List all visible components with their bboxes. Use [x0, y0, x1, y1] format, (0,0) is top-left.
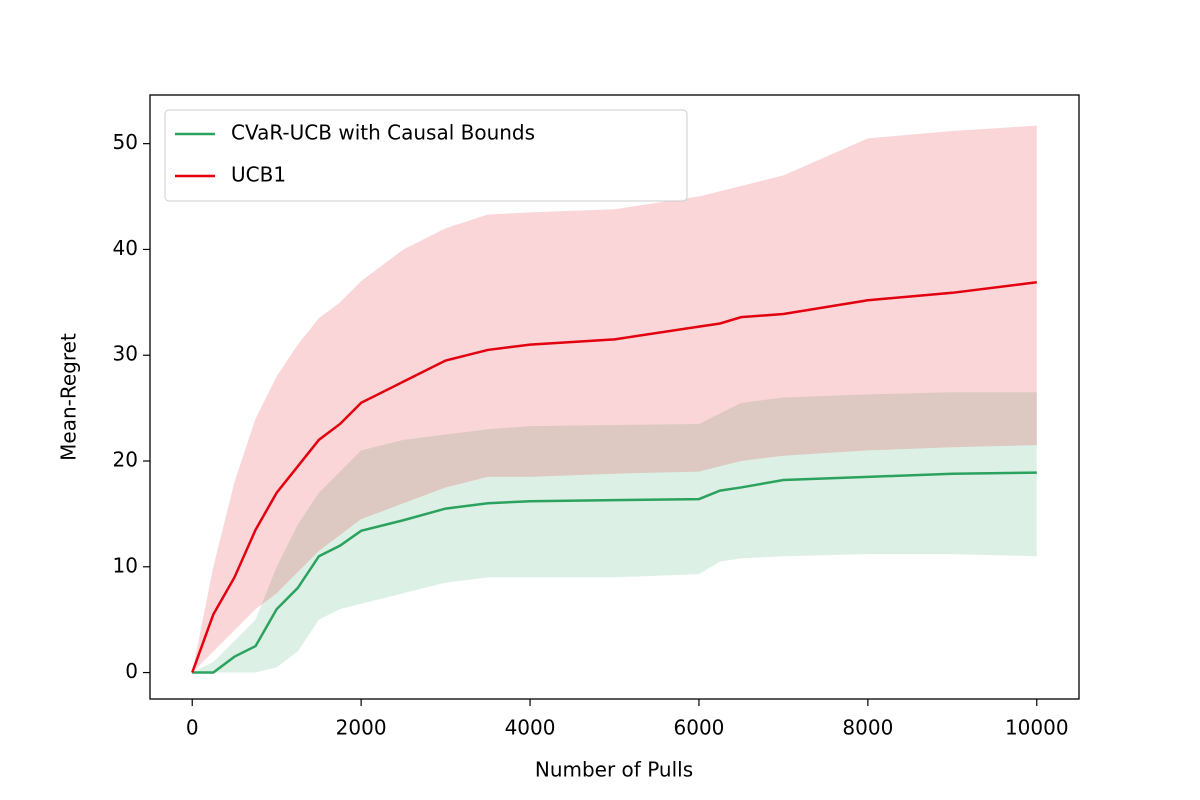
legend: CVaR-UCB with Causal Bounds UCB1 [164, 109, 688, 202]
x-tick-label: 4000 [505, 716, 556, 740]
plot-frame [149, 94, 1080, 700]
x-axis-label: Number of Pulls [535, 758, 693, 782]
y-tick-label: 40 [113, 236, 138, 260]
x-tick-label: 0 [186, 716, 199, 740]
y-tick-label: 10 [113, 553, 138, 577]
x-tick-label: 10000 [1005, 716, 1069, 740]
y-tick-label: 50 [113, 130, 138, 154]
y-tick-label: 30 [113, 342, 138, 366]
legend-box [164, 109, 688, 202]
confidence-band [192, 392, 1037, 673]
x-tick-label: 8000 [842, 716, 893, 740]
legend-label: UCB1 [231, 163, 286, 187]
y-tick-label: 0 [125, 659, 138, 683]
confidence-band [192, 125, 1037, 673]
line [191, 280, 1037, 673]
line [192, 471, 1037, 674]
y-axis-label: Mean-Regret [57, 333, 81, 461]
x-tick-label: 6000 [674, 716, 725, 740]
legend-label: CVaR-UCB with Causal Bounds [231, 121, 535, 145]
x-tick-label: 2000 [336, 716, 387, 740]
y-tick-label: 20 [113, 447, 138, 471]
